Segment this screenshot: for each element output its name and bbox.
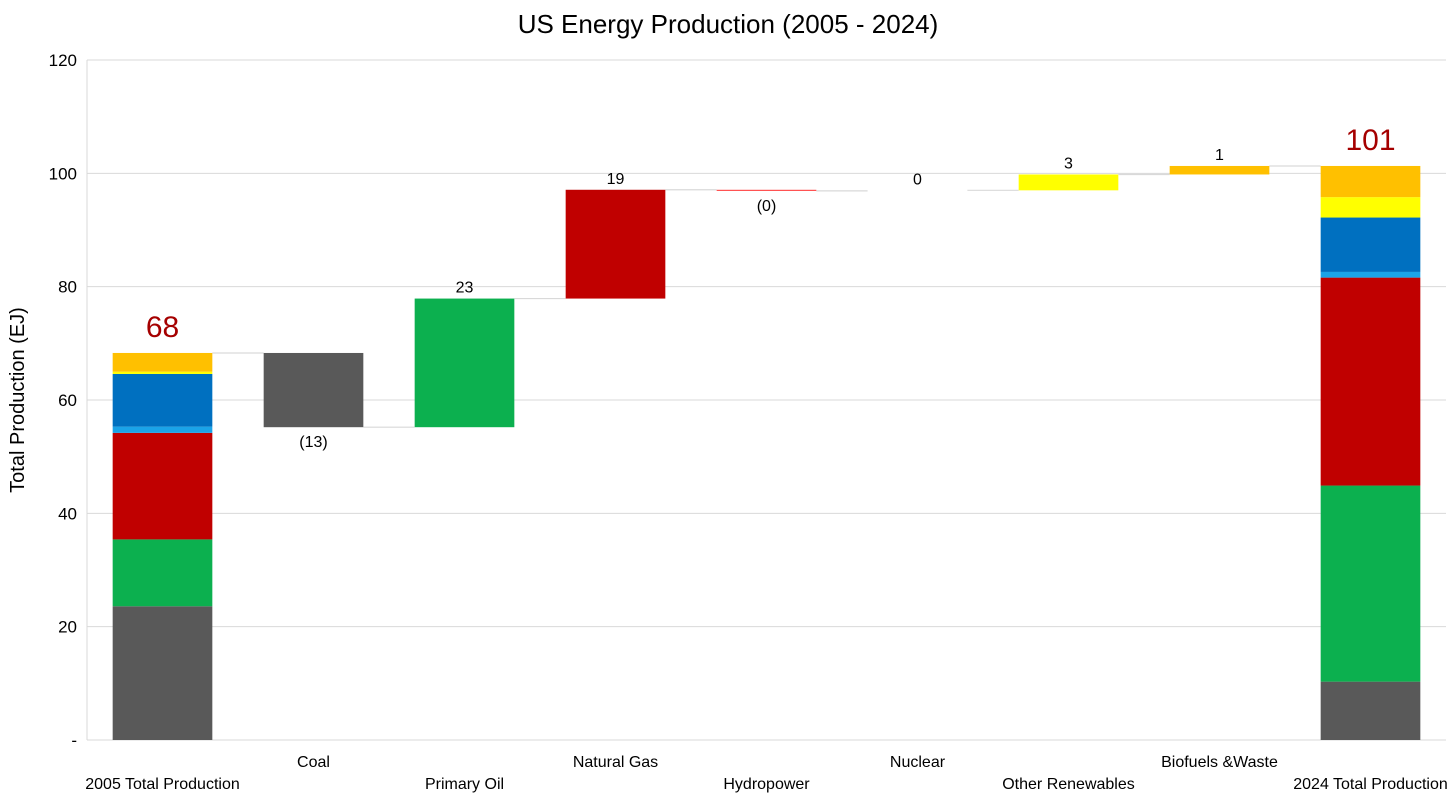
bar-segment-other_renewables (1320, 197, 1421, 218)
y-axis-label: Total Production (EJ) (7, 307, 29, 493)
x-tick-labels: 2005 Total Production Coal Primary Oil Natu… (85, 754, 1447, 793)
x-tick-label: Hydropower (723, 776, 810, 793)
y-tick-label: 20 (58, 618, 77, 637)
bar-delta (716, 189, 817, 191)
y-tick-labels: - 20 40 60 80 100 120 (49, 51, 77, 750)
total-label: 101 (1345, 124, 1395, 157)
data-labels: 68 (13) 23 19 (0) 0 3 1 101 (146, 124, 1396, 451)
bar-delta (1169, 165, 1270, 175)
data-label: 23 (456, 280, 474, 297)
data-label: 0 (913, 171, 922, 188)
bar-segment-biofuels_waste (112, 352, 213, 372)
bar-segment-oil (112, 539, 213, 607)
y-tick-label: - (71, 731, 77, 750)
bar-segment-coal (1320, 681, 1421, 740)
bar-segment-gas (1320, 277, 1421, 486)
data-label: (13) (299, 434, 327, 451)
y-tick-label: 40 (58, 504, 77, 523)
total-label: 68 (146, 311, 179, 344)
bar-delta (565, 189, 666, 299)
data-label: 1 (1215, 147, 1224, 164)
bar-delta (414, 298, 515, 428)
bar-segment-other_renewables (112, 371, 213, 374)
bar-delta (263, 352, 364, 428)
y-tick-label: 60 (58, 391, 77, 410)
bar-segment-hydro (112, 426, 213, 433)
bar-segment-nuclear (1320, 217, 1421, 272)
x-tick-label: Nuclear (890, 754, 946, 771)
bar-delta (867, 190, 968, 192)
x-tick-label: Natural Gas (573, 754, 658, 771)
connector-lines (212, 165, 1321, 428)
chart-title: US Energy Production (2005 - 2024) (518, 9, 939, 39)
data-label: 19 (607, 171, 625, 188)
bar-delta (1018, 174, 1119, 191)
y-tick-label: 100 (49, 164, 77, 183)
bars (112, 165, 1421, 740)
bar-segment-biofuels_waste (1320, 165, 1421, 198)
bar-segment-oil (1320, 485, 1421, 682)
x-tick-label: 2024 Total Production (1293, 776, 1447, 793)
bar-segment-hydro (1320, 271, 1421, 278)
x-tick-label: 2005 Total Production (85, 776, 239, 793)
bar-segment-gas (112, 432, 213, 540)
y-tick-label: 80 (58, 278, 77, 297)
x-tick-label: Coal (297, 754, 330, 771)
x-tick-label: Biofuels &Waste (1161, 754, 1278, 771)
y-tick-label: 120 (49, 51, 77, 70)
data-label: (0) (757, 198, 777, 215)
data-label: 3 (1064, 155, 1073, 172)
bar-segment-nuclear (112, 373, 213, 427)
bar-segment-coal (112, 606, 213, 740)
x-tick-label: Primary Oil (425, 776, 504, 793)
x-tick-label: Other Renewables (1002, 776, 1135, 793)
